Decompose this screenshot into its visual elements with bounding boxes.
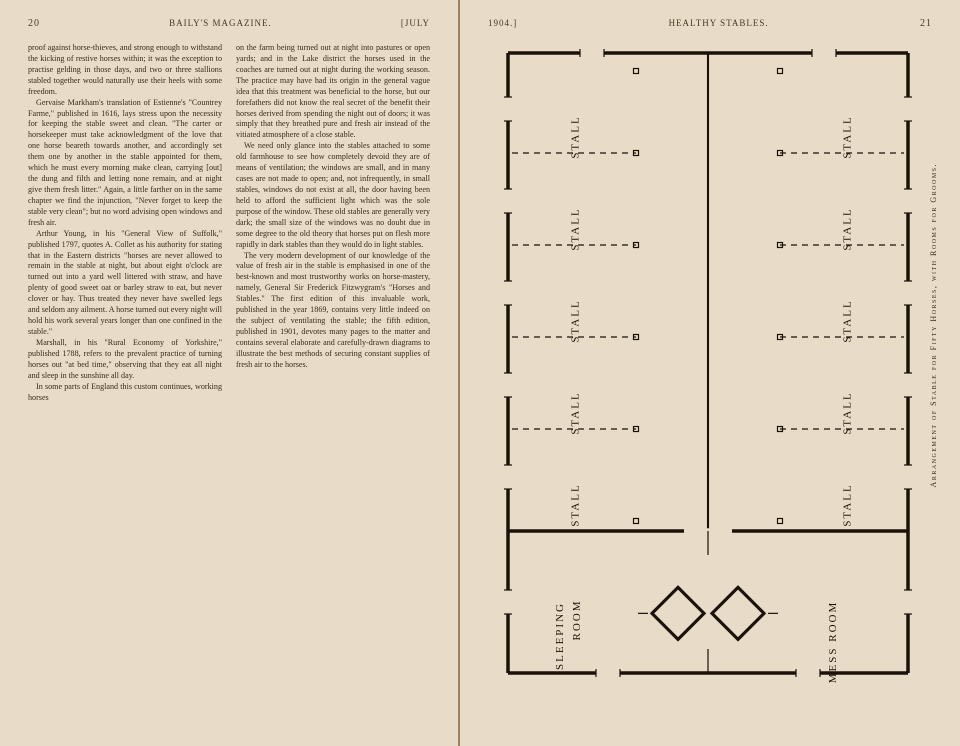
svg-text:MESS ROOM: MESS ROOM: [827, 601, 839, 683]
svg-text:STALL: STALL: [841, 115, 853, 158]
svg-text:SLEEPING: SLEEPING: [554, 602, 566, 670]
paragraph: proof against horse-thieves, and strong …: [28, 43, 222, 98]
magazine-title: BAILY'S MAGAZINE.: [169, 18, 272, 29]
paragraph: Gervaise Markham's translation of Estien…: [28, 98, 222, 229]
article-title: HEALTHY STABLES.: [669, 18, 769, 29]
svg-text:STALL: STALL: [841, 207, 853, 250]
paragraph: Marshall, in his "Rural Economy of Yorks…: [28, 338, 222, 382]
paragraph: on the farm being turned out at night in…: [236, 43, 430, 141]
column-2: on the farm being turned out at night in…: [236, 43, 430, 403]
floor-plan-diagram: STALL STALL STALL STALL STALL STALL STALL STALL…: [488, 43, 932, 683]
page-number-left: 20: [28, 18, 40, 29]
svg-text:STALL: STALL: [841, 299, 853, 342]
svg-text:STALL: STALL: [569, 483, 581, 526]
svg-text:STALL: STALL: [841, 391, 853, 434]
issue-month: [JULY: [401, 18, 430, 29]
svg-text:STALL: STALL: [569, 299, 581, 342]
paragraph: We need only glance into the stables att…: [236, 141, 430, 250]
svg-text:STALL: STALL: [569, 115, 581, 158]
paragraph: Arthur Young, in his "General View of Su…: [28, 229, 222, 338]
issue-year: 1904.]: [488, 18, 517, 29]
svg-text:STALL: STALL: [841, 483, 853, 526]
svg-text:STALL: STALL: [569, 391, 581, 434]
right-page: 1904.] HEALTHY STABLES. 21 STALLSTALLSTA…: [460, 0, 960, 746]
svg-text:ROOM: ROOM: [571, 599, 583, 640]
stable-floor-plan-svg: STALL STALL STALL STALL STALL STALL STALL STALL…: [488, 43, 928, 683]
diagram-caption: Arrangement of Stable for Fifty Horses, …: [929, 163, 938, 487]
right-header: 1904.] HEALTHY STABLES. 21: [488, 18, 932, 29]
column-1: proof against horse-thieves, and strong …: [28, 43, 222, 403]
left-header: 20 BAILY'S MAGAZINE. [JULY: [28, 18, 430, 29]
text-columns: proof against horse-thieves, and strong …: [28, 43, 430, 403]
left-page: 20 BAILY'S MAGAZINE. [JULY proof against…: [0, 0, 460, 746]
paragraph: In some parts of England this custom con…: [28, 382, 222, 404]
page-number-right: 21: [920, 18, 932, 29]
svg-text:STALL: STALL: [569, 207, 581, 250]
paragraph: The very modern development of our knowl…: [236, 251, 430, 371]
